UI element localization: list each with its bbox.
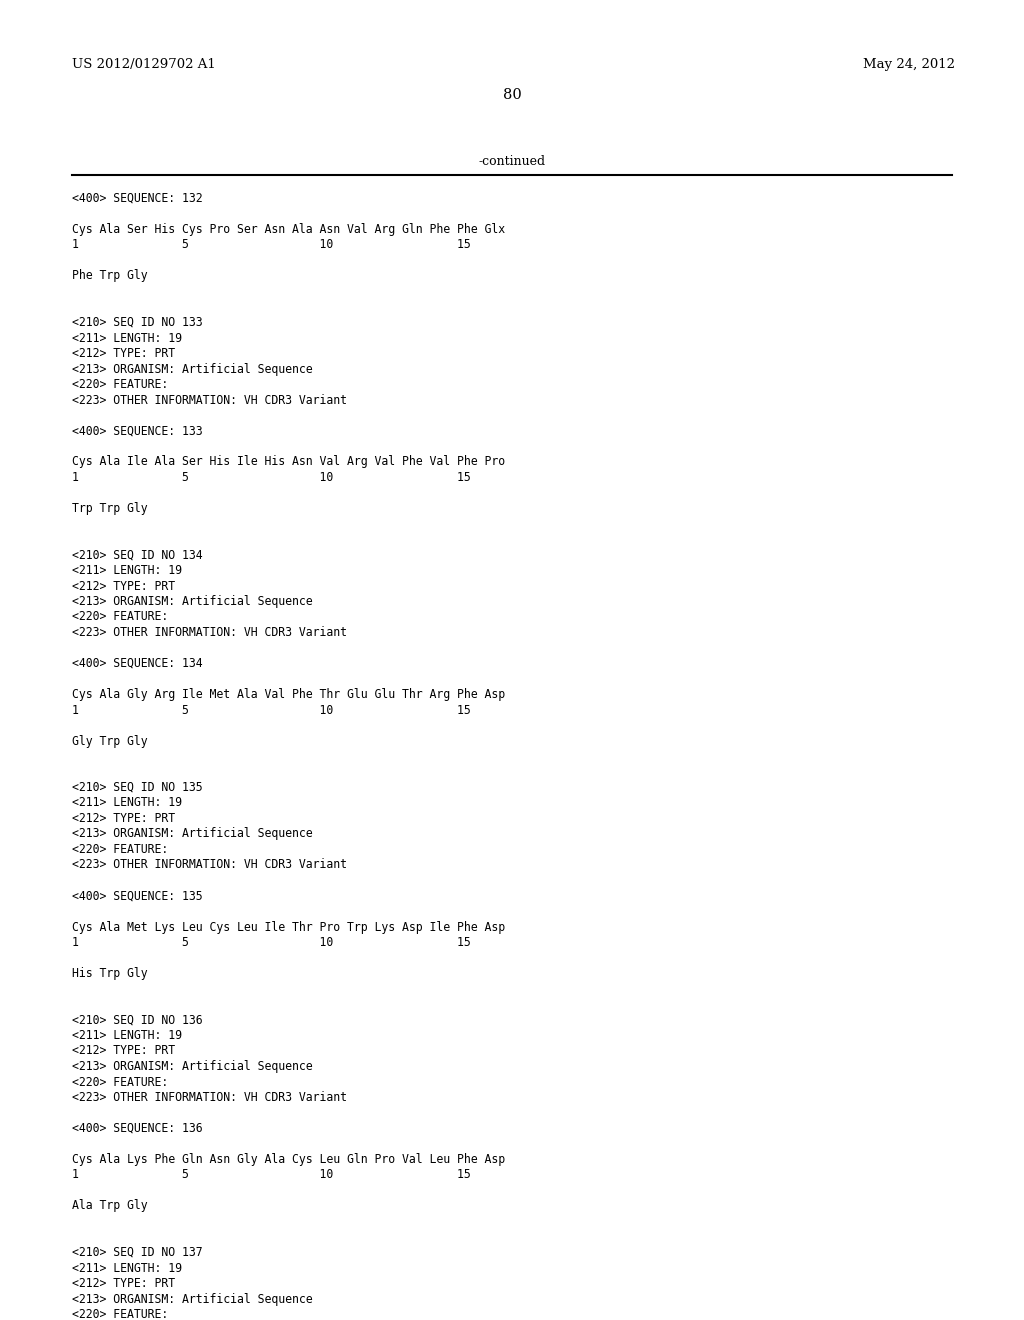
Text: Gly Trp Gly: Gly Trp Gly — [72, 734, 147, 747]
Text: <223> OTHER INFORMATION: VH CDR3 Variant: <223> OTHER INFORMATION: VH CDR3 Variant — [72, 1092, 347, 1104]
Text: <210> SEQ ID NO 135: <210> SEQ ID NO 135 — [72, 781, 203, 795]
Text: <400> SEQUENCE: 135: <400> SEQUENCE: 135 — [72, 890, 203, 903]
Text: Ala Trp Gly: Ala Trp Gly — [72, 1200, 147, 1213]
Text: Cys Ala Ser His Cys Pro Ser Asn Ala Asn Val Arg Gln Phe Phe Glx: Cys Ala Ser His Cys Pro Ser Asn Ala Asn … — [72, 223, 505, 236]
Text: Phe Trp Gly: Phe Trp Gly — [72, 269, 147, 282]
Text: <211> LENGTH: 19: <211> LENGTH: 19 — [72, 1030, 182, 1041]
Text: <210> SEQ ID NO 136: <210> SEQ ID NO 136 — [72, 1014, 203, 1027]
Text: Cys Ala Gly Arg Ile Met Ala Val Phe Thr Glu Glu Thr Arg Phe Asp: Cys Ala Gly Arg Ile Met Ala Val Phe Thr … — [72, 688, 505, 701]
Text: <220> FEATURE:: <220> FEATURE: — [72, 610, 168, 623]
Text: Cys Ala Ile Ala Ser His Ile His Asn Val Arg Val Phe Val Phe Pro: Cys Ala Ile Ala Ser His Ile His Asn Val … — [72, 455, 505, 469]
Text: 1               5                   10                  15: 1 5 10 15 — [72, 704, 471, 717]
Text: <223> OTHER INFORMATION: VH CDR3 Variant: <223> OTHER INFORMATION: VH CDR3 Variant — [72, 626, 347, 639]
Text: Trp Trp Gly: Trp Trp Gly — [72, 502, 147, 515]
Text: <220> FEATURE:: <220> FEATURE: — [72, 378, 168, 391]
Text: 1               5                   10                  15: 1 5 10 15 — [72, 471, 471, 484]
Text: <220> FEATURE:: <220> FEATURE: — [72, 843, 168, 855]
Text: <212> TYPE: PRT: <212> TYPE: PRT — [72, 347, 175, 360]
Text: 80: 80 — [503, 88, 521, 102]
Text: <212> TYPE: PRT: <212> TYPE: PRT — [72, 1044, 175, 1057]
Text: <211> LENGTH: 19: <211> LENGTH: 19 — [72, 331, 182, 345]
Text: 1               5                   10                  15: 1 5 10 15 — [72, 936, 471, 949]
Text: <213> ORGANISM: Artificial Sequence: <213> ORGANISM: Artificial Sequence — [72, 1060, 312, 1073]
Text: <220> FEATURE:: <220> FEATURE: — [72, 1308, 168, 1320]
Text: <223> OTHER INFORMATION: VH CDR3 Variant: <223> OTHER INFORMATION: VH CDR3 Variant — [72, 393, 347, 407]
Text: US 2012/0129702 A1: US 2012/0129702 A1 — [72, 58, 216, 71]
Text: <213> ORGANISM: Artificial Sequence: <213> ORGANISM: Artificial Sequence — [72, 595, 312, 609]
Text: <210> SEQ ID NO 133: <210> SEQ ID NO 133 — [72, 315, 203, 329]
Text: <212> TYPE: PRT: <212> TYPE: PRT — [72, 1276, 175, 1290]
Text: Cys Ala Met Lys Leu Cys Leu Ile Thr Pro Trp Lys Asp Ile Phe Asp: Cys Ala Met Lys Leu Cys Leu Ile Thr Pro … — [72, 920, 505, 933]
Text: 1               5                   10                  15: 1 5 10 15 — [72, 1168, 471, 1181]
Text: <400> SEQUENCE: 136: <400> SEQUENCE: 136 — [72, 1122, 203, 1135]
Text: <212> TYPE: PRT: <212> TYPE: PRT — [72, 812, 175, 825]
Text: <211> LENGTH: 19: <211> LENGTH: 19 — [72, 564, 182, 577]
Text: <211> LENGTH: 19: <211> LENGTH: 19 — [72, 1262, 182, 1275]
Text: 1               5                   10                  15: 1 5 10 15 — [72, 239, 471, 252]
Text: <210> SEQ ID NO 137: <210> SEQ ID NO 137 — [72, 1246, 203, 1259]
Text: <400> SEQUENCE: 133: <400> SEQUENCE: 133 — [72, 425, 203, 437]
Text: May 24, 2012: May 24, 2012 — [863, 58, 955, 71]
Text: <213> ORGANISM: Artificial Sequence: <213> ORGANISM: Artificial Sequence — [72, 363, 312, 375]
Text: <223> OTHER INFORMATION: VH CDR3 Variant: <223> OTHER INFORMATION: VH CDR3 Variant — [72, 858, 347, 871]
Text: His Trp Gly: His Trp Gly — [72, 968, 147, 979]
Text: <212> TYPE: PRT: <212> TYPE: PRT — [72, 579, 175, 593]
Text: <220> FEATURE:: <220> FEATURE: — [72, 1076, 168, 1089]
Text: <211> LENGTH: 19: <211> LENGTH: 19 — [72, 796, 182, 809]
Text: Cys Ala Lys Phe Gln Asn Gly Ala Cys Leu Gln Pro Val Leu Phe Asp: Cys Ala Lys Phe Gln Asn Gly Ala Cys Leu … — [72, 1152, 505, 1166]
Text: <400> SEQUENCE: 132: <400> SEQUENCE: 132 — [72, 191, 203, 205]
Text: <210> SEQ ID NO 134: <210> SEQ ID NO 134 — [72, 549, 203, 561]
Text: <213> ORGANISM: Artificial Sequence: <213> ORGANISM: Artificial Sequence — [72, 1292, 312, 1305]
Text: <213> ORGANISM: Artificial Sequence: <213> ORGANISM: Artificial Sequence — [72, 828, 312, 841]
Text: -continued: -continued — [478, 154, 546, 168]
Text: <400> SEQUENCE: 134: <400> SEQUENCE: 134 — [72, 657, 203, 671]
